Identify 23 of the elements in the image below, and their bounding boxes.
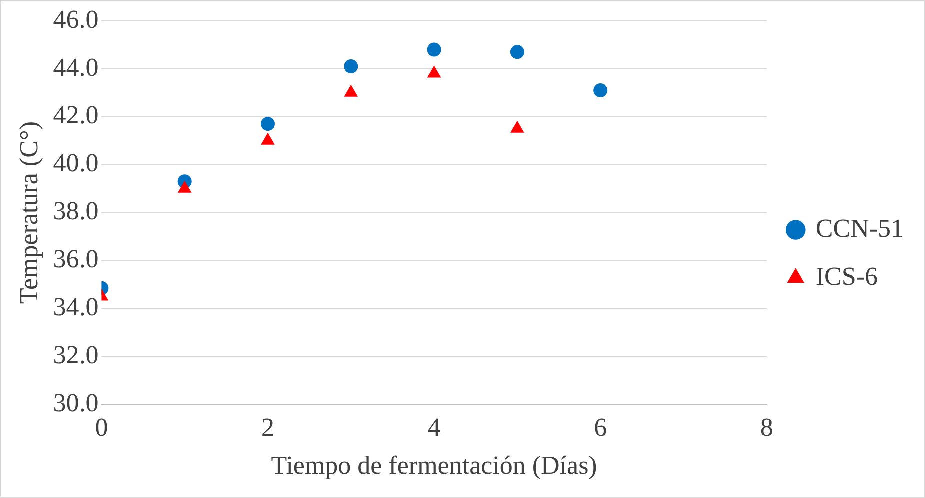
y-tick-label: 46.0 <box>53 4 99 34</box>
point <box>510 45 524 60</box>
y-tick-label: 44.0 <box>53 52 99 82</box>
point <box>594 84 608 98</box>
legend-label: ICS-6 <box>816 262 878 291</box>
y-tick-label: 40.0 <box>53 148 99 178</box>
x-tick-label: 8 <box>760 413 774 442</box>
point <box>261 132 275 145</box>
y-tick-label: 32.0 <box>53 340 99 370</box>
y-tick-label: 34.0 <box>53 292 99 322</box>
y-tick-label: 38.0 <box>53 196 99 226</box>
point <box>260 117 275 132</box>
y-tick-label: 42.0 <box>53 100 99 130</box>
x-tick-label: 4 <box>428 413 441 442</box>
point <box>344 60 358 74</box>
x-tick-label: 2 <box>261 413 274 442</box>
point <box>427 42 442 57</box>
y-tick-label: 36.0 <box>53 244 99 274</box>
y-axis-title: Temperatura (C°) <box>14 122 44 304</box>
x-tick-label: 6 <box>594 413 608 442</box>
point <box>178 180 192 193</box>
legend-label: CCN-51 <box>816 214 904 243</box>
x-axis-title: Tiempo de fermentación (Días) <box>271 451 598 480</box>
